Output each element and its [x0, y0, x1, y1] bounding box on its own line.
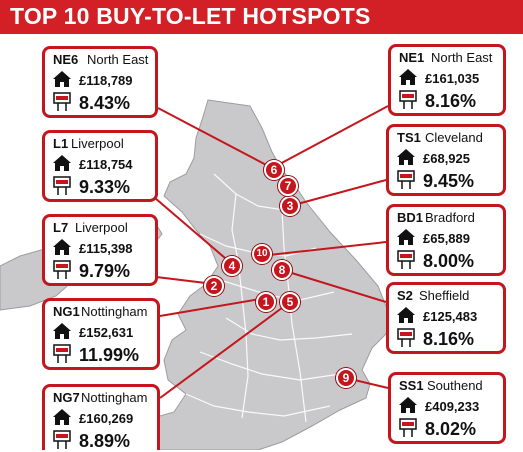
average-price: £115,398	[79, 241, 133, 256]
map-pin-6[interactable]: 6	[264, 160, 284, 180]
house-icon	[399, 69, 417, 85]
rental-yield: 8.02%	[425, 419, 477, 439]
for-sale-sign-icon	[397, 250, 415, 269]
average-price: £409,233	[425, 399, 480, 414]
postcode: NG7	[53, 390, 80, 405]
hotspot-card-ne6[interactable]: NE6 North East £118,789 8.43%	[42, 46, 158, 118]
rental-yield: 8.16%	[423, 329, 475, 349]
house-icon	[397, 149, 415, 165]
rental-yield: 9.33%	[79, 177, 131, 197]
map-pin-5[interactable]: 5	[280, 292, 300, 312]
house-icon	[53, 409, 71, 425]
map-pin-8[interactable]: 8	[272, 260, 292, 280]
postcode: NE6	[53, 52, 79, 67]
map-pin-4[interactable]: 4	[222, 256, 242, 276]
postcode: L1	[53, 136, 69, 151]
hotspot-card-ne1[interactable]: NE1 North East £161,035 8.16%	[388, 44, 506, 116]
postcode: BD1	[397, 210, 424, 225]
hotspot-card-l1[interactable]: L1 Liverpool £118,754 9.33%	[42, 130, 158, 202]
for-sale-sign-icon	[399, 418, 417, 437]
postcode: L7	[53, 220, 69, 235]
hotspot-card-s2[interactable]: S2 Sheffield £125,483 8.16%	[386, 282, 506, 354]
rental-yield: 11.99%	[79, 345, 140, 365]
hotspot-card-ng1[interactable]: NG1 Nottingham £152,631 11.99%	[42, 298, 160, 370]
house-icon	[53, 71, 71, 87]
average-price: £118,789	[79, 73, 133, 88]
city: Liverpool	[75, 220, 128, 235]
hotspot-card-ng7[interactable]: NG7 Nottingham £160,269 8.89%	[42, 384, 160, 451]
rental-yield: 9.79%	[79, 261, 131, 281]
hotspot-card-ts1[interactable]: TS1 Cleveland £68,925 9.45%	[386, 124, 506, 196]
city: Liverpool	[71, 136, 124, 151]
house-icon	[397, 307, 415, 323]
rental-yield: 8.89%	[79, 431, 131, 451]
map-pin-7[interactable]: 7	[278, 176, 298, 196]
for-sale-sign-icon	[53, 92, 71, 111]
house-icon	[53, 155, 71, 171]
average-price: £68,925	[423, 151, 470, 166]
hotspot-card-l7[interactable]: L7 Liverpool £115,398 9.79%	[42, 214, 158, 286]
postcode: NG1	[53, 304, 80, 319]
postcode: SS1	[399, 378, 424, 393]
house-icon	[399, 397, 417, 413]
house-icon	[53, 323, 71, 339]
city: Nottingham	[81, 304, 148, 319]
city: North East	[431, 50, 493, 65]
city: North East	[87, 52, 149, 67]
average-price: £125,483	[423, 309, 478, 324]
map-pin-1[interactable]: 1	[256, 292, 276, 312]
hotspot-card-bd1[interactable]: BD1 Bradford £65,889 8.00%	[386, 204, 506, 276]
rental-yield: 9.45%	[423, 171, 475, 191]
page-title: TOP 10 BUY-TO-LET HOTSPOTS	[10, 3, 371, 29]
average-price: £160,269	[79, 411, 134, 426]
map-pin-3[interactable]: 3	[280, 196, 300, 216]
city: Sheffield	[419, 288, 470, 303]
city: Southend	[427, 378, 483, 393]
average-price: £152,631	[79, 325, 134, 340]
average-price: £161,035	[425, 71, 480, 86]
title-bar: TOP 10 BUY-TO-LET HOTSPOTS	[0, 0, 523, 34]
for-sale-sign-icon	[53, 260, 71, 279]
for-sale-sign-icon	[397, 328, 415, 347]
map-pin-9[interactable]: 9	[336, 368, 356, 388]
city: Cleveland	[425, 130, 483, 145]
rental-yield: 8.43%	[79, 93, 131, 113]
for-sale-sign-icon	[397, 170, 415, 189]
average-price: £118,754	[79, 157, 133, 172]
postcode: S2	[397, 288, 413, 303]
for-sale-sign-icon	[53, 176, 71, 195]
rental-yield: 8.00%	[423, 251, 475, 271]
postcode: NE1	[399, 50, 425, 65]
map-pin-2[interactable]: 2	[204, 276, 224, 296]
postcode: TS1	[397, 130, 421, 145]
connector-lines	[147, 105, 389, 399]
house-icon	[53, 239, 71, 255]
city: Nottingham	[81, 390, 148, 405]
for-sale-sign-icon	[399, 90, 417, 109]
rental-yield: 8.16%	[425, 91, 477, 111]
for-sale-sign-icon	[53, 430, 71, 449]
average-price: £65,889	[423, 231, 470, 246]
map-pin-10[interactable]: 10	[252, 244, 272, 264]
city: Bradford	[425, 210, 475, 225]
for-sale-sign-icon	[53, 344, 71, 363]
house-icon	[397, 229, 415, 245]
hotspot-card-ss1[interactable]: SS1 Southend £409,233 8.02%	[388, 372, 506, 444]
